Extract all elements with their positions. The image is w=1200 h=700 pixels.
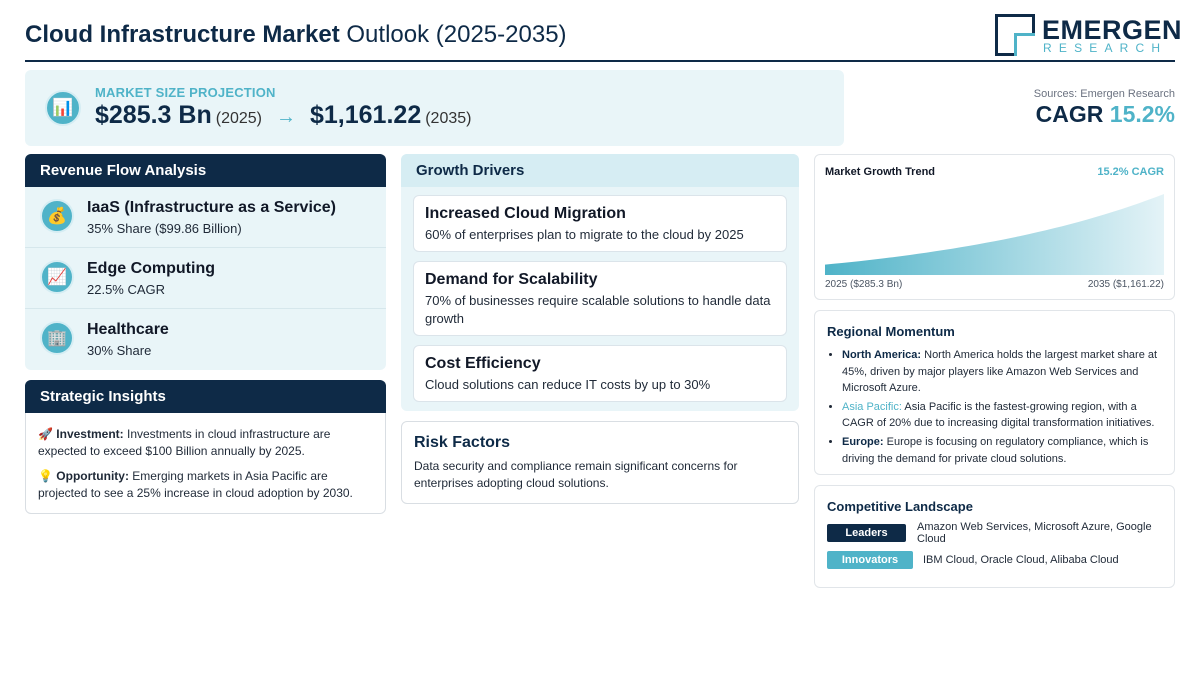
cagr-label: CAGR [1035,101,1104,127]
logo-sub-text: RESEARCH [1043,41,1168,55]
rocket-icon: 🚀 [38,427,53,441]
innovators-text: IBM Cloud, Oracle Cloud, Alibaba Cloud [923,554,1119,566]
driver-sub: Cloud solutions can reduce IT costs by u… [425,377,711,392]
lightbulb-icon: 💡 [38,469,53,483]
cagr-value: CAGR 15.2% [1034,101,1175,128]
revenue-item-title: Healthcare [87,321,169,338]
risk-factors-text: Data security and compliance remain sign… [414,459,738,490]
cagr-percent: 15.2% [1109,101,1175,127]
insight-opportunity: 💡 Opportunity: Emerging markets in Asia … [38,468,368,502]
bar-chart-icon: 📊 [45,90,81,126]
page-title: Cloud Infrastructure Market Outlook (202… [25,21,567,49]
projection-values: $285.3 Bn (2025) → $1,161.22 (2035) [95,101,471,130]
insight-label: Opportunity: [56,469,129,483]
region-label: North America: [842,349,922,361]
projection-label: MARKET SIZE PROJECTION [95,85,276,100]
revenue-item-title: IaaS (Infrastructure as a Service) [87,199,337,216]
region-label: Europe: [842,435,884,448]
logo-mark-icon [995,14,1035,56]
revenue-item: 📈 Edge Computing 22.5% CAGR [25,248,386,309]
building-icon: 🏢 [40,321,74,355]
cagr-summary: Sources: Emergen Research CAGR 15.2% [1034,88,1175,128]
competitive-landscape-title: Competitive Landscape [827,499,973,514]
chart-x-label-start: 2025 ($285.3 Bn) [825,279,903,290]
regional-list: North America: North America holds the l… [842,347,1164,469]
driver-item: Cost Efficiency Cloud solutions can redu… [413,345,787,402]
title-bold: Cloud Infrastructure Market [25,21,340,48]
chart-annotation: 15.2% CAGR [1097,166,1164,178]
region-text: Asia Pacific is the fastest-growing regi… [842,400,1155,430]
start-value: $285.3 Bn [95,101,212,129]
arrow-right-icon: → [276,106,296,128]
title-light: Outlook (2025-2035) [346,21,567,48]
sources-text: Sources: Emergen Research [1033,88,1175,100]
driver-title: Cost Efficiency [425,355,541,372]
driver-item: Increased Cloud Migration 60% of enterpr… [413,195,787,252]
revenue-item-title: Edge Computing [87,260,215,277]
strategic-insights-card: Strategic Insights 🚀 Investment: Investm… [25,380,386,514]
growth-drivers-title: Growth Drivers [401,154,799,187]
risk-factors-card: Risk Factors Data security and complianc… [401,421,799,504]
emergen-logo: EMERGEN RESEARCH [995,14,1182,56]
leaders-text: Amazon Web Services, Microsoft Azure, Go… [917,521,1152,545]
chart-x-label-end: 2035 ($1,161.22) [1087,279,1164,290]
end-value: $1,161.22 [310,101,422,129]
revenue-item: 🏢 Healthcare 30% Share [25,309,386,370]
strategic-insights-title: Strategic Insights [25,380,386,413]
revenue-item-sub: 22.5% CAGR [87,282,166,297]
insight-text: Investments in cloud infrastructure are … [38,427,331,458]
start-year: (2025) [215,110,262,127]
revenue-flow-card: Revenue Flow Analysis 💰 IaaS (Infrastruc… [25,154,386,370]
region-item-europe: Europe: Europe is focusing on regulatory… [842,434,1164,467]
region-text: North America holds the largest market s… [842,349,1158,395]
market-size-projection: 📊 MARKET SIZE PROJECTION $285.3 Bn (2025)… [25,70,844,146]
insight-text: Emerging markets in Asia Pacific are pro… [38,469,353,500]
chart-title: Market Growth Trend [825,166,936,178]
revenue-item-sub: 35% Share ($99.86 Billion) [87,221,242,236]
regional-momentum-card: Regional Momentum North America: North A… [814,310,1175,475]
market-growth-trend-card: Market Growth Trend 15.2% CAGR 2025 ($28… [814,154,1175,300]
trend-up-icon: 📈 [40,260,74,294]
risk-factors-title: Risk Factors [414,434,511,451]
area-chart [825,194,1164,275]
page-header: Cloud Infrastructure Market Outlook (202… [25,12,1182,62]
growth-drivers-card: Growth Drivers Increased Cloud Migration… [401,154,799,411]
leaders-badge: Leaders [827,524,906,542]
region-label: Asia Pacific: [842,400,902,413]
area-series [825,194,1164,275]
driver-title: Increased Cloud Migration [425,205,626,222]
region-item-north-america: North America: North America holds the l… [842,347,1164,397]
driver-sub: 70% of businesses require scalable solut… [425,293,771,326]
logo-main-text: EMERGEN [1042,15,1183,45]
innovators-badge: Innovators [827,551,913,569]
driver-sub: 60% of enterprises plan to migrate to th… [425,227,744,242]
driver-item: Demand for Scalability 70% of businesses… [413,261,787,336]
revenue-item-sub: 30% Share [87,343,152,358]
revenue-flow-title: Revenue Flow Analysis [25,154,386,187]
region-item-asia-pacific: Asia Pacific: Asia Pacific is the fastes… [842,399,1164,432]
insight-investment: 🚀 Investment: Investments in cloud infra… [38,426,368,460]
money-bag-icon: 💰 [40,199,74,233]
insight-label: Investment: [56,427,124,441]
driver-title: Demand for Scalability [425,271,598,288]
competitive-landscape-card: Competitive Landscape Leaders Amazon Web… [814,485,1175,588]
revenue-item: 💰 IaaS (Infrastructure as a Service) 35%… [25,187,386,248]
region-text: Europe is focusing on regulatory complia… [842,435,1149,465]
end-year: (2035) [425,110,472,127]
regional-momentum-title: Regional Momentum [827,324,955,339]
